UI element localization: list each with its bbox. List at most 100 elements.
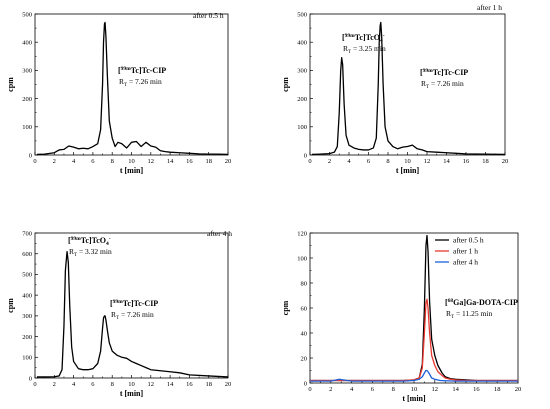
x-axis-label: t [min]: [402, 394, 426, 403]
peak-label: [99mTc]Tc-CIP: [420, 68, 468, 77]
x-tick-label: 4: [347, 158, 351, 165]
x-tick-label: 12: [148, 158, 155, 165]
x-tick-label: 14: [452, 386, 459, 393]
time-note: after 1 h: [477, 3, 502, 12]
peak-label: [99mTc]Tc-CIP: [110, 299, 158, 308]
x-tick-label: 14: [167, 381, 174, 388]
retention-time-label: RT = 3.32 min: [69, 247, 112, 258]
x-tick-label: 0: [308, 386, 311, 393]
x-tick-label: 6: [91, 381, 95, 388]
y-tick-label: 200: [297, 96, 307, 103]
y-tick-label: 300: [297, 68, 307, 75]
peak-label: [99mTc]TcO4-: [342, 33, 385, 44]
x-tick-label: 4: [350, 386, 354, 393]
chart-panel-4: 0 2 4 6 8 10 12 14 16 18 20 0 20 40 60 80 100 120 t [min] c…: [281, 230, 521, 403]
x-tick-label: 8: [386, 158, 389, 165]
y-tick-label: 40: [301, 330, 308, 337]
series-line-1: [36, 21, 229, 156]
plot-frame: [309, 13, 506, 156]
y-tick-label: 0: [304, 152, 307, 159]
y-tick-label: 100: [22, 124, 32, 131]
retention-time-label: RT = 7.26 min: [111, 310, 154, 321]
x-tick-label: 8: [111, 158, 114, 165]
y-tick-label: 400: [22, 292, 32, 299]
x-tick-label: 10: [128, 381, 135, 388]
x-tick-label: 4: [72, 381, 76, 388]
x-tick-label: 18: [205, 381, 212, 388]
x-tick-label: 12: [432, 386, 439, 393]
x-tick-label: 16: [186, 158, 193, 165]
y-tick-label: 600: [22, 251, 32, 258]
legend-label: after 4 h: [453, 258, 478, 267]
x-tick-label: 2: [53, 158, 56, 165]
x-tick-label: 20: [502, 158, 509, 165]
y-tick-label: 0: [304, 380, 307, 387]
x-tick-label: 14: [443, 158, 450, 165]
x-tick-label: 12: [148, 381, 155, 388]
y-tick-label: 500: [22, 272, 32, 279]
y-tick-label: 400: [297, 40, 307, 47]
y-axis-label: cpm: [6, 77, 15, 92]
x-tick-label: 20: [225, 381, 232, 388]
x-tick-label: 2: [53, 381, 56, 388]
y-tick-label: 100: [297, 124, 307, 131]
y-tick-label: 500: [297, 11, 307, 18]
x-tick-label: 2: [329, 386, 332, 393]
y-axis-label: cpm: [281, 77, 290, 92]
y-tick-label: 100: [22, 355, 32, 362]
series-line-after-05-h: [310, 234, 518, 382]
x-axis-label: t [min]: [120, 166, 144, 175]
y-tick-label: 500: [22, 11, 32, 18]
x-tick-label: 10: [404, 158, 411, 165]
x-tick-label: 6: [371, 386, 375, 393]
y-tick-label: 100: [297, 255, 307, 262]
peak-label: [99mTc]TcO4-: [68, 236, 111, 247]
y-tick-label: 20: [301, 355, 308, 362]
y-tick-label: 80: [301, 280, 308, 287]
time-note: after 4 h: [207, 229, 232, 238]
x-tick-label: 12: [424, 158, 431, 165]
x-tick-label: 18: [482, 158, 489, 165]
retention-time-label: RT = 7.26 min: [421, 79, 464, 90]
x-tick-label: 18: [494, 386, 501, 393]
x-tick-label: 6: [91, 158, 95, 165]
x-axis-label: t [min]: [396, 166, 420, 175]
y-tick-label: 0: [29, 375, 32, 382]
y-tick-label: 0: [29, 152, 32, 159]
chart-panel-3: 0 2 4 6 8 10 12 14 16 18 200100200300400500600700t…: [6, 229, 232, 398]
peak-label: [68Ga]Ga-DOTA-CIP: [445, 298, 518, 307]
x-tick-label: 18: [205, 158, 212, 165]
x-tick-label: 2: [328, 158, 331, 165]
x-tick-label: 0: [33, 381, 36, 388]
x-tick-label: 10: [411, 386, 418, 393]
x-tick-label: 0: [308, 158, 311, 165]
y-tick-label: 400: [22, 40, 32, 47]
retention-time-label: RT = 3.25 min: [343, 44, 386, 55]
series-line-1: [311, 21, 506, 156]
x-tick-label: 20: [225, 158, 232, 165]
retention-time-label: RT = 7.26 min: [119, 77, 162, 88]
retention-time-label: RT = 11.25 min: [446, 309, 492, 320]
peak-label: [99mTc]Tc-CIP: [118, 66, 166, 75]
plot-frame: [309, 232, 519, 384]
y-tick-label: 700: [22, 230, 32, 237]
y-tick-label: 300: [22, 68, 32, 75]
x-tick-label: 4: [72, 158, 76, 165]
y-tick-label: 200: [22, 334, 32, 341]
y-tick-label: 200: [22, 96, 32, 103]
x-tick-label: 16: [463, 158, 470, 165]
x-tick-label: 16: [186, 381, 193, 388]
y-axis-label: cpm: [281, 300, 290, 315]
x-tick-label: 16: [473, 386, 480, 393]
x-tick-label: 6: [367, 158, 371, 165]
x-tick-label: 8: [392, 386, 395, 393]
x-tick-label: 8: [111, 381, 114, 388]
x-axis-label: t [min]: [120, 389, 144, 398]
legend-label: after 0.5 h: [453, 236, 484, 245]
time-note: after 0.5 h: [193, 11, 224, 20]
series-line-after-4-h: [310, 369, 518, 382]
y-tick-label: 60: [301, 305, 308, 312]
